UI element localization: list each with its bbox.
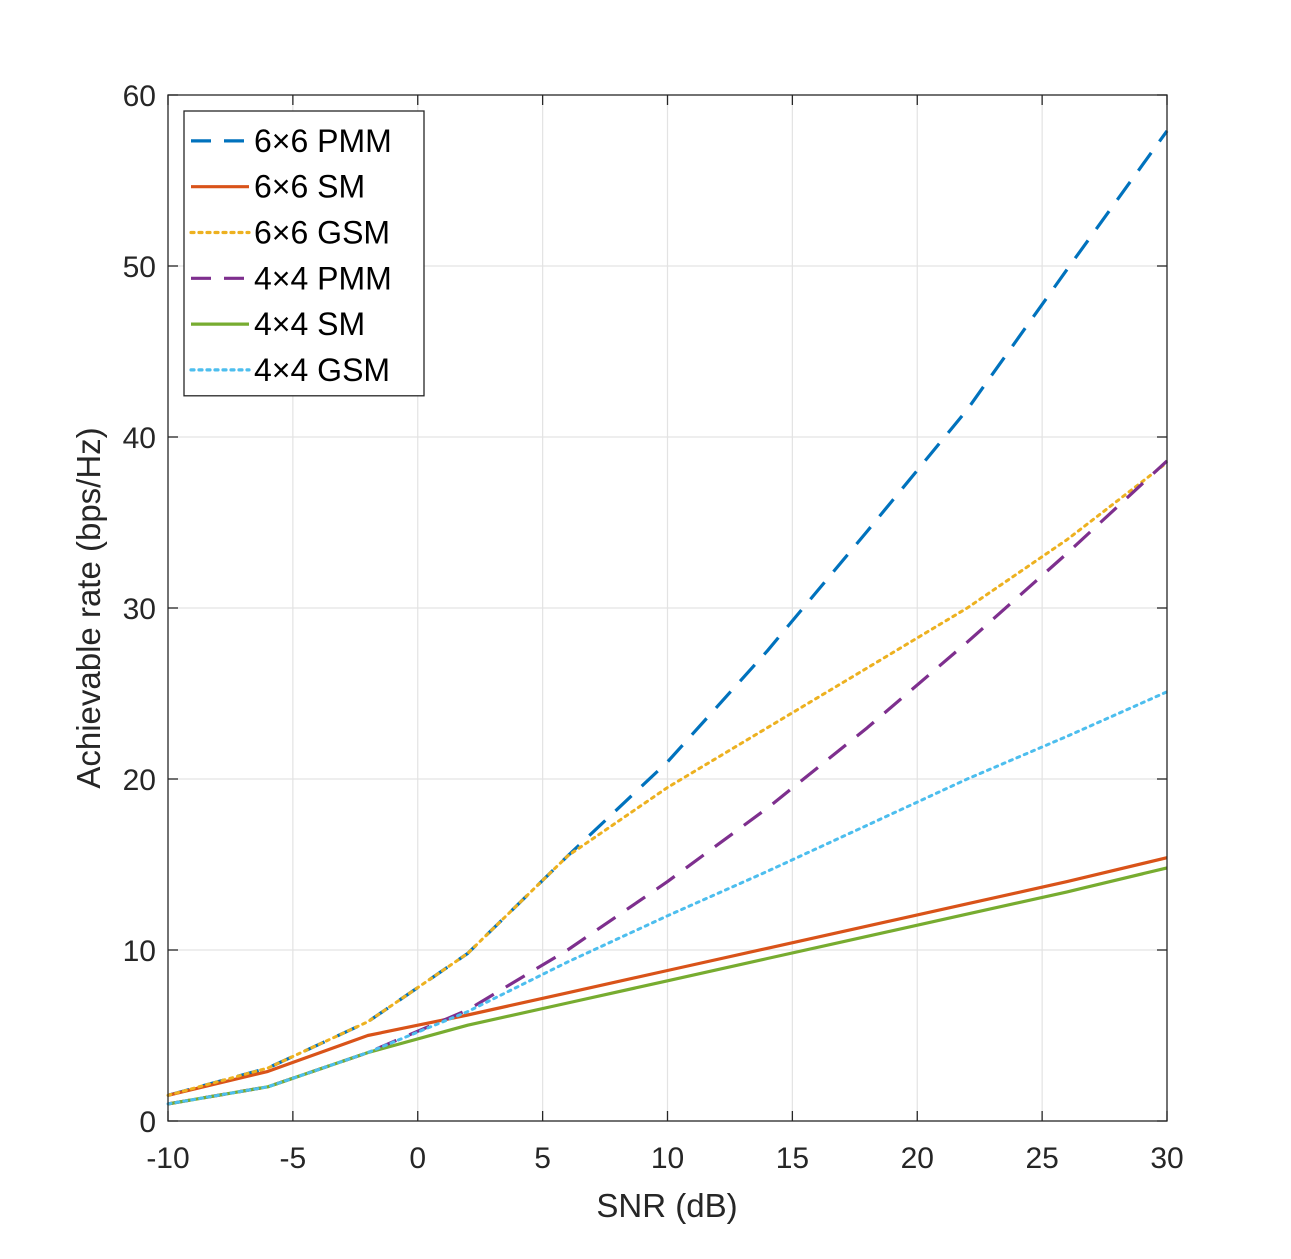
- y-tick-label: 40: [123, 422, 156, 455]
- legend-label: 6×6 PMM: [254, 123, 392, 159]
- x-axis-label: SNR (dB): [596, 1187, 737, 1224]
- legend-label: 6×6 SM: [254, 169, 365, 205]
- series-lines: [166, 129, 1169, 1106]
- ticks: -10 -5 0 5 10 15 20 25 30 0 10 20 30 40 50 60: [123, 80, 1184, 1175]
- y-tick-label: 20: [123, 764, 156, 797]
- y-tick-label: 50: [123, 251, 156, 284]
- x-tick-label: 10: [651, 1142, 684, 1175]
- legend-label: 4×4 PMM: [254, 260, 392, 296]
- legend-label: 4×4 GSM: [254, 352, 390, 388]
- x-tick-label: 30: [1150, 1142, 1183, 1175]
- legend: 6×6 PMM 6×6 SM 6×6 GSM 4×4 PMM 4×4 SM 4×4 GSM: [183, 110, 425, 397]
- series-line-3: [166, 461, 1169, 1097]
- legend-label: 6×6 GSM: [254, 215, 390, 251]
- x-tick-label: 0: [409, 1142, 426, 1175]
- x-tick-label: -5: [280, 1142, 307, 1175]
- series-line-2: [167, 856, 1168, 1097]
- y-tick-label: 60: [123, 80, 156, 113]
- y-tick-label: 0: [139, 1106, 156, 1139]
- x-tick-label: 5: [534, 1142, 551, 1175]
- x-tick-label: -10: [146, 1142, 189, 1175]
- x-tick-label: 15: [776, 1142, 809, 1175]
- x-tick-label: 20: [901, 1142, 934, 1175]
- series-line-1: [167, 129, 1169, 1097]
- series-line-4: [167, 459, 1169, 1106]
- legend-box: [183, 110, 425, 397]
- legend-label: 4×4 SM: [254, 306, 365, 342]
- y-tick-label: 10: [123, 935, 156, 968]
- grid: [168, 95, 1167, 1121]
- series-line-6: [166, 690, 1169, 1106]
- y-tick-label: 30: [123, 593, 156, 626]
- y-axis-label: Achievable rate (bps/Hz): [70, 427, 107, 788]
- x-tick-label: 25: [1025, 1142, 1058, 1175]
